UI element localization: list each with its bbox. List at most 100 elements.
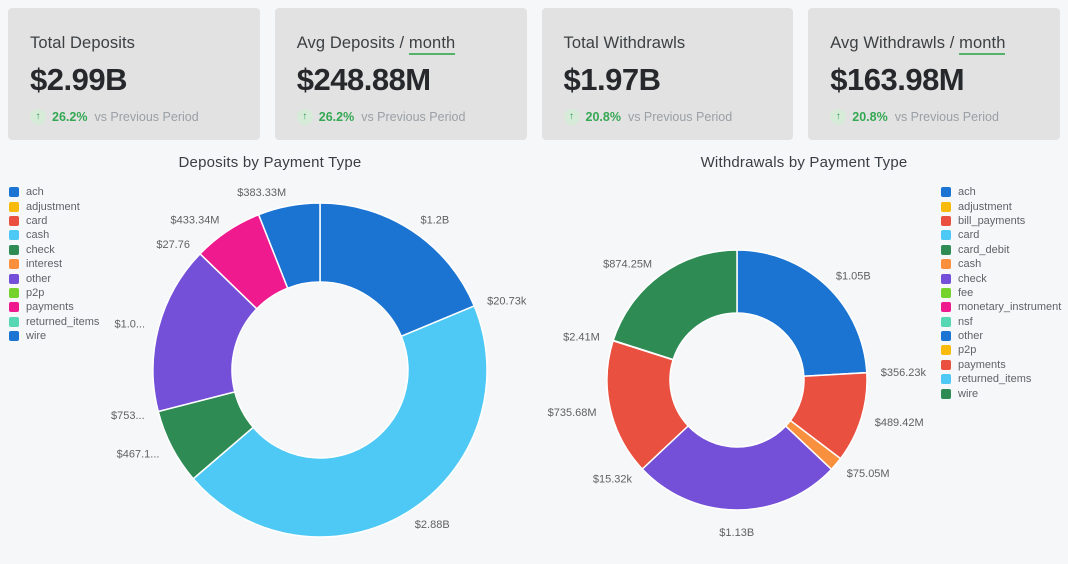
- legend-swatch-returned_items: [941, 374, 951, 385]
- deposits-donut-chart: Deposits by Payment Type ach adjustment ca…: [0, 142, 540, 556]
- legend-label: payments: [958, 358, 1006, 371]
- legend-item-wire[interactable]: wire: [9, 329, 99, 343]
- legend-item-bill_payments[interactable]: bill_payments: [941, 214, 1061, 228]
- legend-item-returned_items[interactable]: returned_items: [9, 315, 99, 329]
- legend-label: p2p: [26, 286, 45, 299]
- legend-label: adjustment: [958, 200, 1012, 213]
- kpi-delta-label: vs Previous Period: [94, 110, 199, 124]
- slice-label-payments: $735.68M: [548, 407, 597, 419]
- legend-item-returned_items[interactable]: returned_items: [941, 372, 1061, 386]
- legend-item-cash[interactable]: cash: [941, 257, 1061, 271]
- legend-label: ach: [958, 186, 976, 199]
- arrow-up-icon: ↑: [563, 109, 580, 125]
- legend-label: payments: [26, 301, 74, 314]
- kpi-delta-percent: 26.2%: [318, 110, 355, 124]
- kpi-card-total-withdrawals: Total Withdrawls $1.97B ↑ 20.8% vs Previ…: [541, 8, 794, 140]
- kpi-title: Total Withdrawls: [563, 34, 686, 52]
- legend-item-card_debit[interactable]: card_debit: [941, 243, 1061, 257]
- legend-item-wire[interactable]: wire: [941, 386, 1061, 400]
- legend-swatch-bill_payments: [941, 215, 951, 226]
- legend-item-adjustment[interactable]: adjustment: [941, 199, 1061, 213]
- slice-label-ach: $1.05B: [836, 270, 871, 282]
- donut-segment-ach[interactable]: [319, 202, 476, 338]
- legend-label: ach: [26, 186, 44, 199]
- legend-item-payments[interactable]: payments: [9, 300, 99, 314]
- kpi-delta-label: vs Previous Period: [894, 110, 999, 124]
- legend-item-adjustment[interactable]: adjustment: [9, 199, 99, 213]
- slice-label-p2p: $15.32k: [593, 474, 633, 486]
- deposits-legend: ach adjustment card cash check interest other p…: [9, 185, 99, 343]
- slice-label-returned_items: $2.41M: [563, 331, 600, 343]
- legend-item-interest[interactable]: interest: [9, 257, 99, 271]
- legend-swatch-nsf: [941, 316, 951, 327]
- donut-segment-cash[interactable]: [192, 305, 488, 538]
- donut-segment-wire[interactable]: [257, 202, 321, 290]
- legend-item-other[interactable]: other: [9, 271, 99, 285]
- kpi-delta-percent: 26.2%: [52, 110, 88, 124]
- legend-label: other: [958, 330, 984, 343]
- legend-label: adjustment: [26, 200, 80, 213]
- slice-label-adjustment: $356.23k: [881, 367, 927, 379]
- legend-label: card_debit: [958, 243, 1010, 256]
- legend-swatch-wire: [941, 388, 951, 399]
- withdrawals-legend: ach adjustment bill_payments card card_debit…: [941, 185, 1061, 401]
- legend-swatch-p2p: [941, 345, 951, 356]
- slice-label-check: $1.13B: [719, 527, 754, 539]
- kpi-delta-row: ↑ 26.2% vs Previous Period: [30, 109, 250, 125]
- legend-item-check[interactable]: check: [9, 243, 99, 257]
- legend-label: p2p: [958, 344, 977, 357]
- deposits-donut: $1.2B $20.73k $2.88B $467.1... $753... $1.0..…: [111, 187, 527, 538]
- kpi-delta-row: ↑ 26.2% vs Previous Period: [296, 109, 517, 125]
- legend-swatch-adjustment: [941, 201, 951, 212]
- withdrawals-donut-chart: Withdrawals by Payment Type ach adjustmen…: [540, 142, 1068, 556]
- legend-swatch-card_debit: [941, 244, 951, 255]
- legend-label: card: [958, 229, 980, 242]
- legend-swatch-check: [9, 244, 19, 255]
- legend-swatch-other: [9, 273, 19, 284]
- legend-swatch-other: [941, 331, 951, 342]
- legend-item-check[interactable]: check: [941, 271, 1061, 285]
- slice-label-p2p: $27.76: [156, 239, 190, 251]
- legend-item-card[interactable]: card: [941, 228, 1061, 242]
- legend-swatch-card: [941, 230, 951, 241]
- legend-item-fee[interactable]: fee: [941, 286, 1061, 300]
- withdrawals-donut: $1.05B $356.23k $489.42M $75.05M $1.13B $15.3…: [548, 249, 927, 539]
- legend-label: check: [958, 272, 987, 285]
- legend-item-p2p[interactable]: p2p: [941, 343, 1061, 357]
- arrow-up-icon: ↑: [830, 109, 847, 125]
- donut-segment-check[interactable]: [641, 424, 833, 511]
- slice-label-ach: $1.2B: [421, 214, 450, 226]
- kpi-title-link[interactable]: month: [408, 34, 456, 55]
- slice-label-payments: $433.34M: [171, 214, 220, 226]
- kpi-card-row: Total Deposits $2.99B ↑ 26.2% vs Previou…: [0, 0, 1068, 140]
- legend-item-payments[interactable]: payments: [941, 358, 1061, 372]
- slice-label-wire: $874.25M: [603, 259, 652, 271]
- slice-label-bill_payments: $489.42M: [875, 417, 924, 429]
- legend-swatch-ach: [941, 187, 951, 198]
- kpi-delta-percent: 20.8%: [585, 110, 621, 124]
- legend-swatch-payments: [9, 302, 19, 313]
- legend-item-card[interactable]: card: [9, 214, 99, 228]
- donut-segment-ach[interactable]: [736, 249, 868, 377]
- donut-segment-wire[interactable]: [612, 249, 738, 361]
- legend-item-ach[interactable]: ach: [9, 185, 99, 199]
- legend-item-monetary_instrument[interactable]: monetary_instrument: [941, 300, 1061, 314]
- kpi-title-link[interactable]: month: [959, 34, 1006, 55]
- legend-item-nsf[interactable]: nsf: [941, 315, 1061, 329]
- legend-label: check: [26, 243, 55, 256]
- arrow-up-icon: ↑: [30, 109, 46, 125]
- legend-swatch-p2p: [9, 287, 19, 298]
- legend-label: interest: [26, 258, 63, 271]
- legend-item-ach[interactable]: ach: [941, 185, 1061, 199]
- slice-label-adjustment: $20.73k: [487, 296, 527, 308]
- legend-swatch-monetary_instrument: [941, 302, 951, 313]
- slice-label-other: $1.0...: [114, 319, 145, 331]
- kpi-value: $248.88M: [296, 62, 431, 97]
- legend-item-cash[interactable]: cash: [9, 228, 99, 242]
- legend-label: returned_items: [958, 373, 1032, 386]
- legend-item-p2p[interactable]: p2p: [9, 286, 99, 300]
- legend-swatch-adjustment: [9, 201, 19, 212]
- legend-label: wire: [958, 387, 979, 400]
- legend-item-other[interactable]: other: [941, 329, 1061, 343]
- legend-label: fee: [958, 286, 974, 299]
